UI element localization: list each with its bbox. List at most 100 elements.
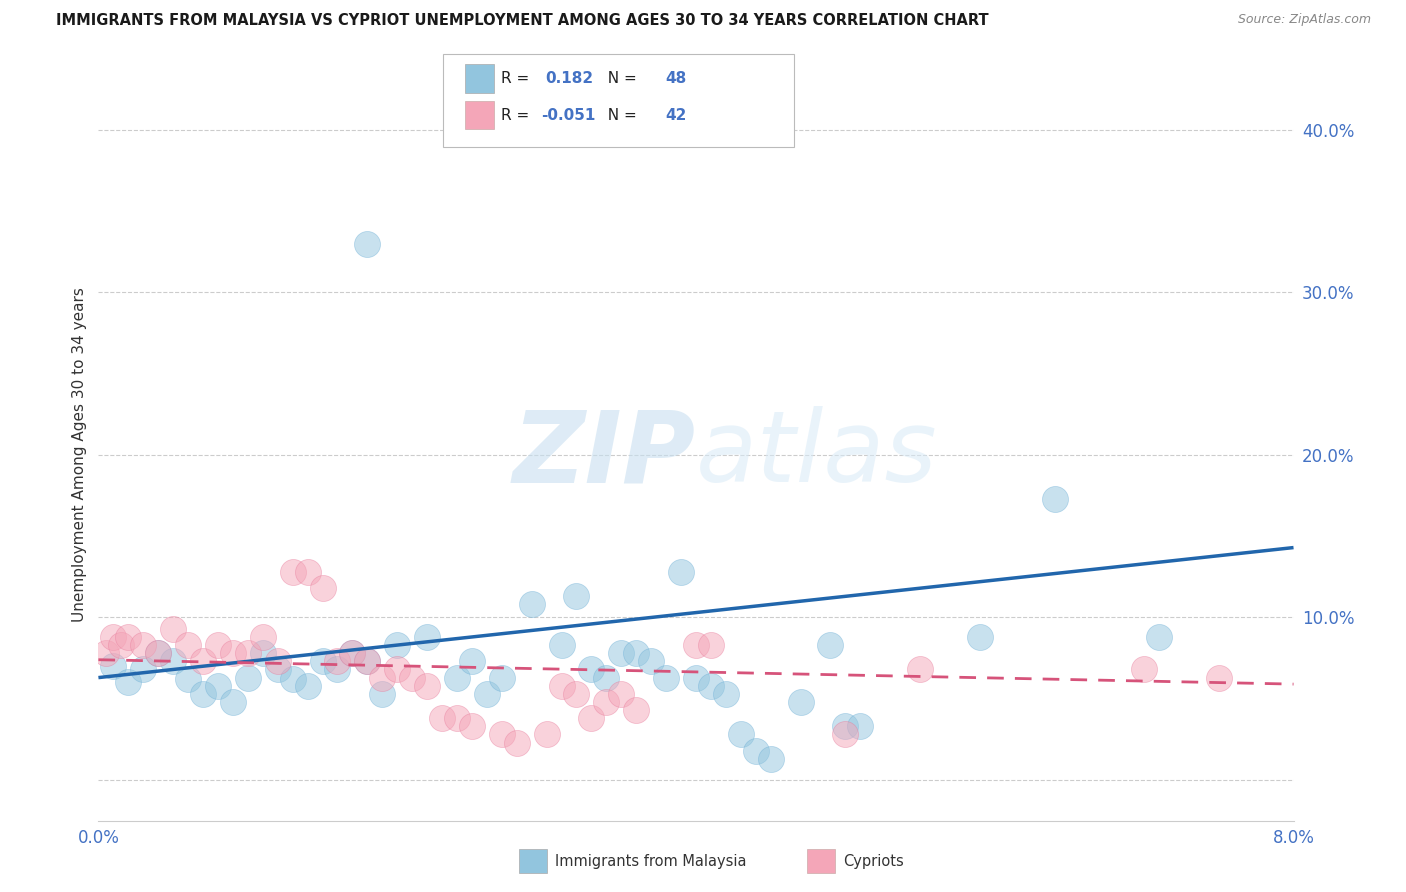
Point xyxy=(117,675,139,690)
Point xyxy=(714,687,737,701)
Point xyxy=(236,671,259,685)
Point xyxy=(117,630,139,644)
Text: N =: N = xyxy=(598,71,641,86)
Point xyxy=(252,630,274,644)
Point xyxy=(475,687,498,701)
Point xyxy=(969,630,991,644)
Point xyxy=(491,671,513,685)
Point xyxy=(207,679,229,693)
Point xyxy=(461,654,484,668)
Point xyxy=(326,654,349,668)
Point xyxy=(385,663,409,677)
Point xyxy=(267,663,290,677)
Text: Source: ZipAtlas.com: Source: ZipAtlas.com xyxy=(1237,13,1371,27)
Point xyxy=(1208,671,1230,685)
Point xyxy=(110,638,132,652)
Point xyxy=(342,646,364,660)
Point xyxy=(371,687,394,701)
Point xyxy=(132,663,155,677)
Point xyxy=(550,679,572,693)
Point xyxy=(267,654,290,668)
Point xyxy=(103,630,125,644)
Point xyxy=(700,638,723,652)
Point xyxy=(834,727,856,741)
Point xyxy=(252,646,274,660)
Point xyxy=(624,703,647,717)
Point xyxy=(148,646,170,660)
Point xyxy=(297,565,319,579)
Point xyxy=(581,711,603,725)
Point xyxy=(565,687,588,701)
Point xyxy=(356,654,378,668)
Point xyxy=(326,663,349,677)
Text: N =: N = xyxy=(598,108,641,122)
Y-axis label: Unemployment Among Ages 30 to 34 years: Unemployment Among Ages 30 to 34 years xyxy=(72,287,87,623)
Point xyxy=(281,672,304,686)
Point xyxy=(236,646,259,660)
Point xyxy=(297,679,319,693)
Point xyxy=(446,671,468,685)
Text: 0.182: 0.182 xyxy=(546,71,593,86)
Point xyxy=(536,727,558,741)
Point xyxy=(640,654,662,668)
Point xyxy=(356,654,378,668)
Point xyxy=(581,663,603,677)
Point xyxy=(461,719,484,733)
Point xyxy=(700,679,723,693)
Point xyxy=(685,638,707,652)
Point xyxy=(148,646,170,660)
Point xyxy=(655,671,678,685)
Point xyxy=(789,695,811,709)
Text: -0.051: -0.051 xyxy=(541,108,596,122)
Text: Cypriots: Cypriots xyxy=(844,854,904,869)
Text: atlas: atlas xyxy=(696,407,938,503)
Text: ZIP: ZIP xyxy=(513,407,696,503)
Point xyxy=(162,622,184,636)
Text: Immigrants from Malaysia: Immigrants from Malaysia xyxy=(555,854,747,869)
Point xyxy=(385,638,409,652)
Point xyxy=(1043,491,1066,506)
Point xyxy=(416,679,439,693)
Point xyxy=(506,736,529,750)
Point xyxy=(759,752,782,766)
Point xyxy=(820,638,842,652)
Text: R =: R = xyxy=(501,108,534,122)
Point xyxy=(281,565,304,579)
Point xyxy=(669,565,692,579)
Point xyxy=(342,646,364,660)
Point xyxy=(177,638,200,652)
Point xyxy=(416,630,439,644)
Text: IMMIGRANTS FROM MALAYSIA VS CYPRIOT UNEMPLOYMENT AMONG AGES 30 TO 34 YEARS CORRE: IMMIGRANTS FROM MALAYSIA VS CYPRIOT UNEM… xyxy=(56,13,988,29)
Point xyxy=(94,646,117,660)
Point xyxy=(311,654,333,668)
Point xyxy=(1133,663,1156,677)
Point xyxy=(222,646,245,660)
Point xyxy=(595,695,617,709)
Point xyxy=(162,654,184,668)
Point xyxy=(565,590,588,604)
Text: R =: R = xyxy=(501,71,534,86)
Point xyxy=(191,654,214,668)
Point xyxy=(401,671,423,685)
Point xyxy=(550,638,572,652)
Point xyxy=(132,638,155,652)
Point xyxy=(491,727,513,741)
Point xyxy=(595,671,617,685)
Point xyxy=(520,598,543,612)
Point xyxy=(834,719,856,733)
Point xyxy=(177,672,200,686)
Point xyxy=(371,671,394,685)
Point xyxy=(610,687,633,701)
Text: 48: 48 xyxy=(665,71,686,86)
Point xyxy=(908,663,931,677)
Point xyxy=(430,711,453,725)
Point xyxy=(745,744,768,758)
Text: 42: 42 xyxy=(665,108,686,122)
Point xyxy=(356,236,378,251)
Point xyxy=(1147,630,1170,644)
Point xyxy=(222,695,245,709)
Point xyxy=(610,646,633,660)
Point xyxy=(730,727,752,741)
Point xyxy=(103,659,125,673)
Point xyxy=(685,671,707,685)
